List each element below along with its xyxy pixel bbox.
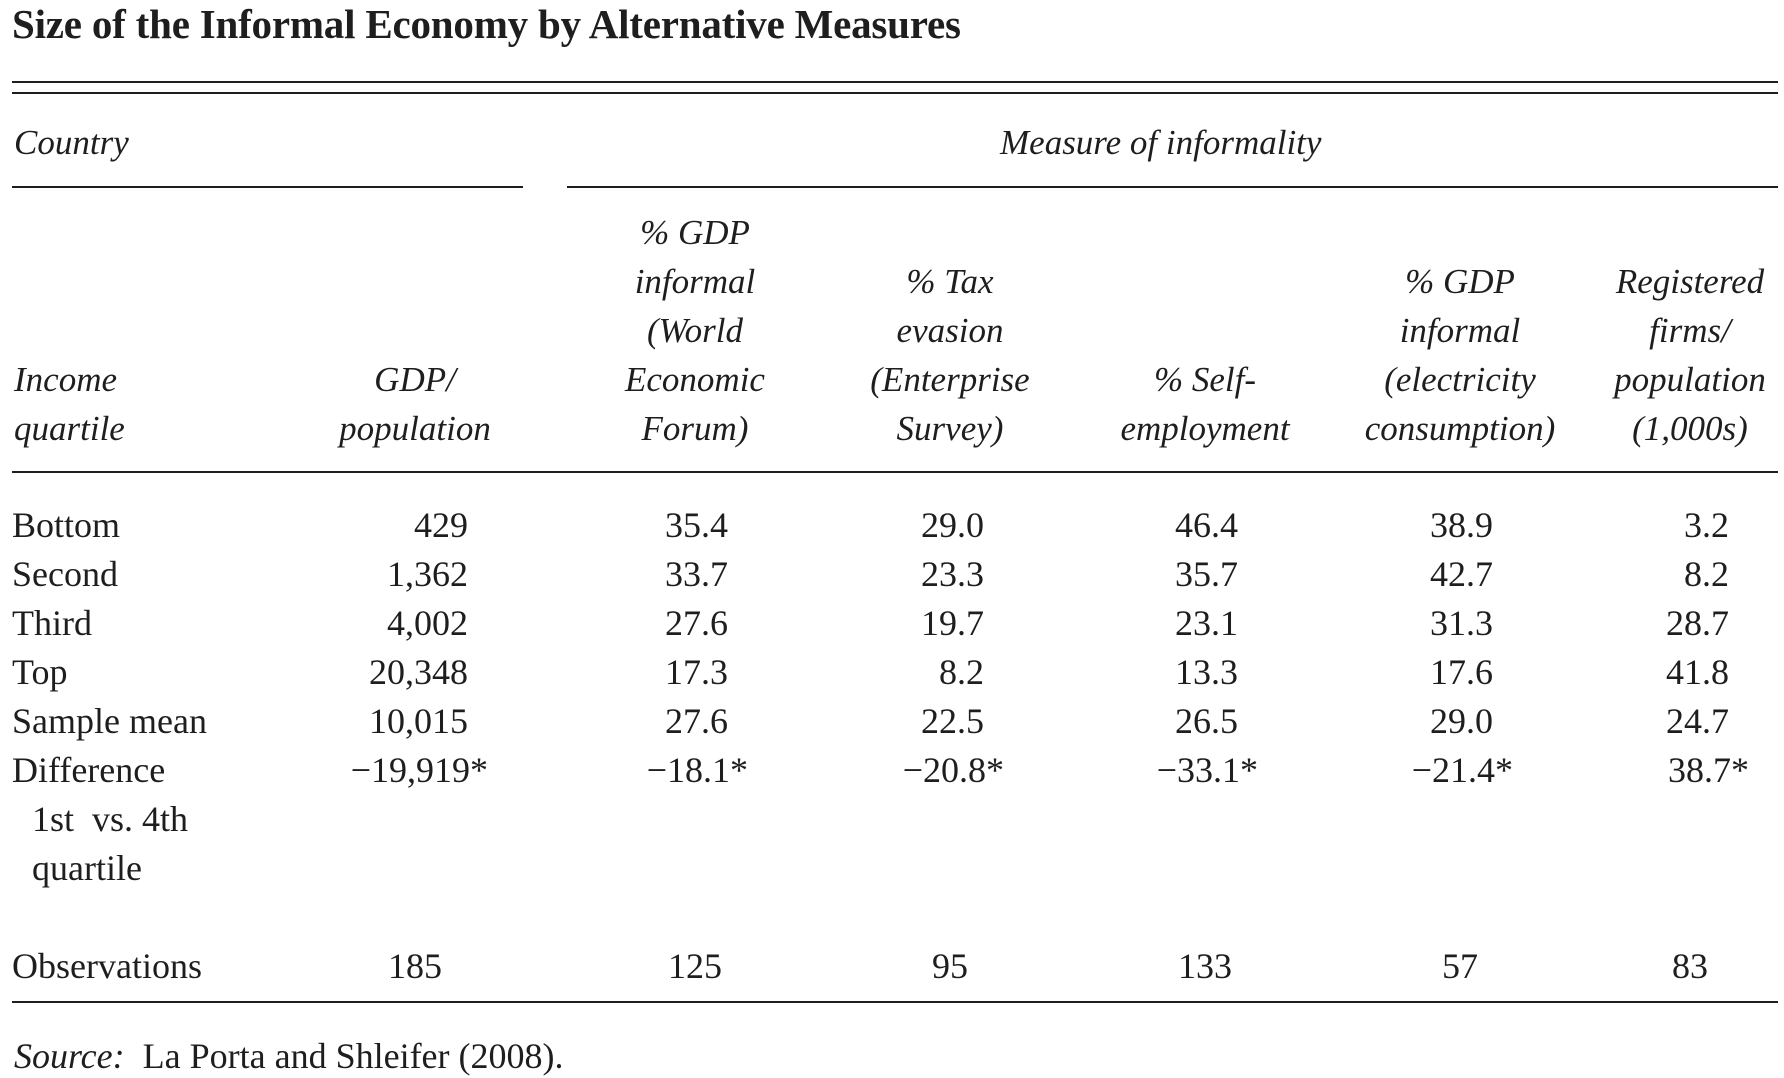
row-label: Difference (12, 750, 166, 790)
cell-tax-evasion: 23.3 (921, 554, 984, 594)
cell-electricity: 38.9 (1430, 505, 1493, 545)
header-line: (1,000s) (1632, 409, 1748, 448)
header-line: % Self- (1153, 360, 1257, 399)
header-line: Survey) (896, 409, 1004, 448)
header-line: quartile (14, 409, 125, 448)
cell-tax-evasion: 8.2 (939, 652, 984, 692)
cell-self-employment: −33.1* (1156, 750, 1258, 790)
cell-gdp-population: 10,015 (369, 701, 468, 741)
header-line: Economic (625, 360, 765, 399)
row-label: Bottom (12, 505, 121, 545)
cell-tax-evasion: −20.8* (902, 750, 1004, 790)
header-line: employment (1120, 409, 1290, 448)
top-rule (12, 81, 1778, 83)
source-note: Source: La Porta and Shleifer (2008). (14, 1034, 564, 1078)
header-line: % GDP (1405, 262, 1515, 301)
cell-self-employment: 46.4 (1175, 505, 1238, 545)
header-line: Forum) (641, 409, 749, 448)
cell-wef: 27.6 (665, 701, 728, 741)
row-label-continued: 1st vs. 4th (32, 799, 189, 839)
header-line: % GDP (640, 213, 750, 252)
cell-registered-firms: 8.2 (1684, 554, 1729, 594)
row-label-continued: quartile (32, 848, 142, 888)
column-header-gdp-population: GDP/ population (315, 355, 515, 453)
header-line: consumption) (1364, 409, 1556, 448)
column-header-registered-firms: Registered firms/ population (1,000s) (1590, 257, 1784, 453)
cell-gdp-population: 185 (388, 946, 442, 986)
row-label: Second (12, 554, 118, 594)
header-line: GDP/ (374, 360, 456, 399)
cell-wef: 33.7 (665, 554, 728, 594)
header-line: % Tax (906, 262, 994, 301)
column-header-self-employment: % Self- employment (1105, 355, 1305, 453)
cell-electricity: 17.6 (1430, 652, 1493, 692)
column-header-electricity: % GDP informal (electricity consumption) (1350, 257, 1570, 453)
cell-wef: 17.3 (665, 652, 728, 692)
cell-electricity: 42.7 (1430, 554, 1493, 594)
row-label: Sample mean (12, 701, 207, 741)
column-header-wef: % GDP informal (World Economic Forum) (595, 208, 795, 453)
header-line: informal (634, 262, 756, 301)
cell-self-employment: 133 (1178, 946, 1232, 986)
table-title: Size of the Informal Economy by Alternat… (12, 1, 961, 47)
country-label: Country (14, 123, 129, 162)
cell-wef: 27.6 (665, 603, 728, 643)
cell-wef: 35.4 (665, 505, 728, 545)
cell-registered-firms: 83 (1672, 946, 1708, 986)
cell-self-employment: 26.5 (1175, 701, 1238, 741)
cell-gdp-population: 429 (414, 505, 468, 545)
country-underline (12, 186, 523, 188)
cell-tax-evasion: 29.0 (921, 505, 984, 545)
header-line: (electricity (1384, 360, 1536, 399)
cell-electricity: −21.4* (1411, 750, 1513, 790)
row-label: Observations (12, 946, 202, 986)
header-line: firms/ (1649, 311, 1731, 350)
cell-electricity: 57 (1442, 946, 1478, 986)
cell-gdp-population: 1,362 (387, 554, 468, 594)
cell-tax-evasion: 95 (932, 946, 968, 986)
income-quartile-header: Income quartile (14, 355, 125, 453)
cell-gdp-population: −19,919* (350, 750, 488, 790)
column-header-tax-evasion: % Tax evasion (Enterprise Survey) (850, 257, 1050, 453)
cell-registered-firms: 28.7 (1666, 603, 1729, 643)
cell-registered-firms: 38.7* (1668, 750, 1749, 790)
header-line: (World (647, 311, 743, 350)
cell-registered-firms: 24.7 (1666, 701, 1729, 741)
row-label: Third (12, 603, 92, 643)
cell-self-employment: 13.3 (1175, 652, 1238, 692)
cell-gdp-population: 20,348 (369, 652, 468, 692)
cell-wef: −18.1* (646, 750, 748, 790)
cell-registered-firms: 3.2 (1684, 505, 1729, 545)
header-line: population (1614, 360, 1766, 399)
header-line: informal (1399, 311, 1521, 350)
cell-wef: 125 (668, 946, 722, 986)
header-line: Income (14, 360, 118, 399)
cell-electricity: 31.3 (1430, 603, 1493, 643)
source-label: Source: (14, 1036, 125, 1076)
cell-registered-firms: 41.8 (1666, 652, 1729, 692)
header-line: (Enterprise (870, 360, 1030, 399)
cell-tax-evasion: 22.5 (921, 701, 984, 741)
header-line: evasion (896, 311, 1004, 350)
cell-tax-evasion: 19.7 (921, 603, 984, 643)
source-text: La Porta and Shleifer (2008). (142, 1036, 564, 1076)
table-bottom-rule (12, 1001, 1778, 1003)
measure-underline (567, 186, 1778, 188)
top-rule-second (12, 92, 1778, 94)
header-line: Registered (1615, 262, 1765, 301)
row-label: Top (12, 652, 68, 692)
header-bottom-rule (12, 471, 1778, 473)
cell-self-employment: 23.1 (1175, 603, 1238, 643)
cell-gdp-population: 4,002 (387, 603, 468, 643)
cell-self-employment: 35.7 (1175, 554, 1238, 594)
header-line: population (339, 409, 491, 448)
measure-label: Measure of informality (1000, 123, 1322, 162)
cell-electricity: 29.0 (1430, 701, 1493, 741)
